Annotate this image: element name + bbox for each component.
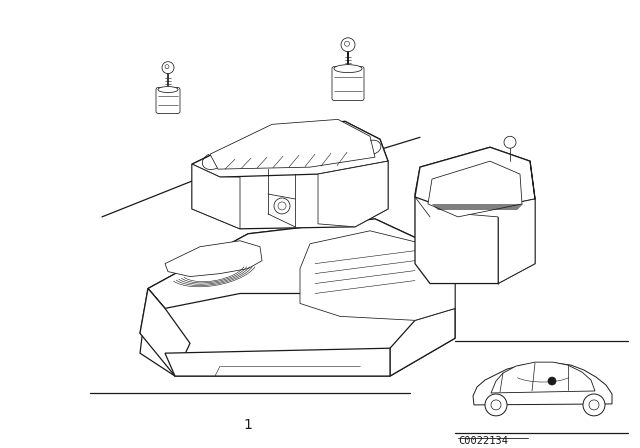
Polygon shape [165, 348, 390, 376]
Circle shape [162, 62, 174, 73]
Polygon shape [415, 147, 535, 284]
Polygon shape [390, 308, 455, 376]
Polygon shape [300, 231, 455, 320]
Polygon shape [462, 161, 535, 284]
Polygon shape [165, 241, 262, 276]
Circle shape [504, 136, 516, 148]
Polygon shape [428, 161, 522, 217]
Circle shape [278, 202, 286, 210]
Polygon shape [318, 161, 388, 227]
Polygon shape [210, 119, 375, 169]
Circle shape [341, 38, 355, 52]
Circle shape [165, 65, 169, 69]
Polygon shape [148, 219, 455, 308]
Polygon shape [140, 219, 455, 376]
Polygon shape [192, 121, 388, 229]
Polygon shape [192, 164, 240, 229]
Polygon shape [491, 362, 595, 393]
Circle shape [491, 400, 501, 410]
Ellipse shape [158, 86, 178, 93]
FancyBboxPatch shape [332, 67, 364, 100]
Circle shape [485, 394, 507, 416]
Polygon shape [415, 147, 535, 214]
Circle shape [344, 41, 349, 46]
Polygon shape [140, 289, 190, 376]
Ellipse shape [334, 65, 362, 73]
Polygon shape [473, 363, 612, 405]
Circle shape [583, 394, 605, 416]
Polygon shape [140, 289, 165, 353]
Circle shape [548, 377, 556, 385]
FancyBboxPatch shape [156, 87, 180, 113]
Polygon shape [192, 121, 388, 177]
Text: 1: 1 [244, 418, 252, 432]
Circle shape [589, 400, 599, 410]
Text: C0022134: C0022134 [458, 436, 508, 446]
Circle shape [274, 198, 290, 214]
